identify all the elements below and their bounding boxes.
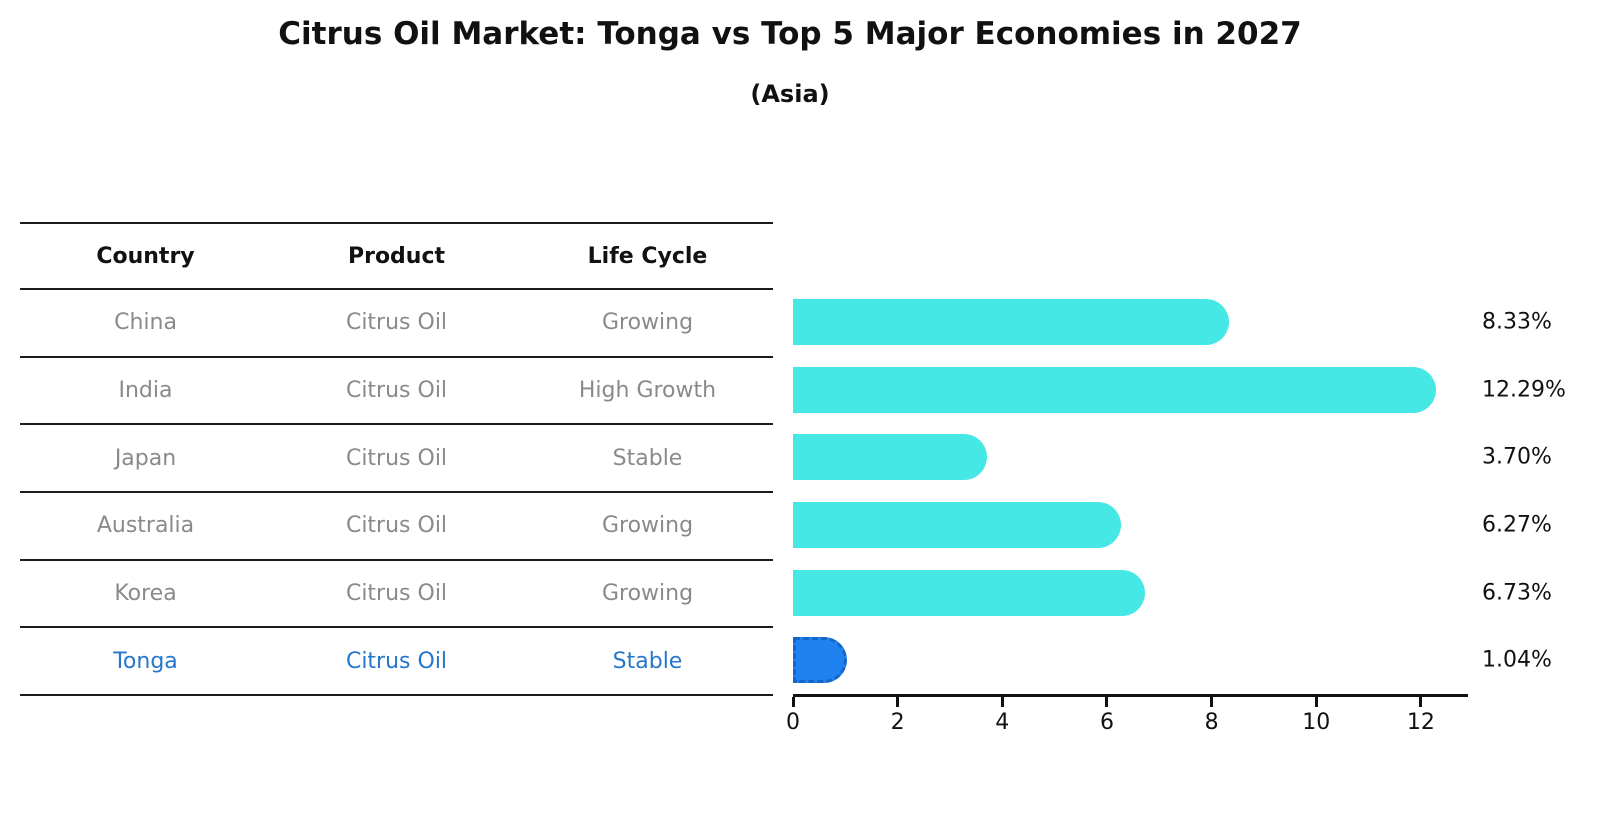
page-subtitle: (Asia): [750, 80, 830, 108]
bar-row-tonga: 1.04%: [793, 626, 1552, 694]
cell-product: Citrus Oil: [345, 445, 448, 471]
x-tick-label: 10: [1302, 710, 1331, 736]
x-tick-mark: [1210, 697, 1214, 708]
table-row-korea: Korea Citrus Oil Growing: [20, 561, 773, 629]
bar-india: [793, 366, 1437, 413]
table-row-tonga: Tonga Citrus Oil Stable: [20, 628, 773, 697]
cell-country: Japan: [114, 445, 177, 471]
bar-row-japan: 3.70%: [793, 423, 1552, 491]
table-row-china: China Citrus Oil Growing: [20, 290, 773, 358]
x-tick-mark: [1419, 697, 1423, 708]
cell-life-cycle: Growing: [601, 581, 694, 607]
cell-product: Citrus Oil: [345, 378, 448, 404]
cell-life-cycle: Stable: [612, 648, 683, 674]
plot-area: 8.33% 12.29% 3.70% 6.27% 6.73%: [793, 288, 1566, 698]
cell-life-cycle: Growing: [601, 513, 694, 539]
value-label-korea: 6.73%: [1482, 580, 1552, 606]
x-tick-label: 6: [1099, 710, 1114, 736]
bar-tonga-highlighted: [793, 637, 848, 684]
cell-country: Tonga: [113, 648, 178, 674]
cell-product: Citrus Oil: [345, 648, 448, 674]
x-axis-tick: 8: [1205, 697, 1219, 735]
cell-life-cycle: High Growth: [578, 378, 717, 404]
x-axis-tick: 10: [1302, 697, 1330, 735]
x-axis: 0 2 4 6 8 10 12: [786, 697, 1468, 749]
bar-korea: [793, 569, 1146, 616]
x-axis-tick: 12: [1407, 697, 1435, 735]
column-header-life-cycle: Life Cycle: [587, 243, 708, 269]
bar-row-india: 12.29%: [793, 356, 1566, 424]
bar-australia: [793, 501, 1122, 548]
cell-country: China: [114, 310, 177, 336]
x-tick-mark: [1314, 697, 1318, 708]
cell-product: Citrus Oil: [345, 581, 448, 607]
x-axis-tick: 2: [891, 697, 905, 735]
bar-japan: [793, 434, 987, 481]
x-tick-label: 12: [1406, 710, 1435, 736]
chart-header-spacer: [793, 222, 1468, 288]
x-axis-tick: 4: [995, 697, 1009, 735]
x-tick-label: 0: [786, 710, 800, 736]
cell-country: Australia: [96, 513, 195, 539]
value-label-china: 8.33%: [1482, 309, 1552, 335]
cell-product: Citrus Oil: [345, 513, 448, 539]
cell-life-cycle: Stable: [612, 445, 683, 471]
x-axis-tick: 0: [786, 697, 800, 735]
bar-china: [793, 298, 1229, 345]
cell-life-cycle: Growing: [601, 310, 694, 336]
bar-row-australia: 6.27%: [793, 491, 1552, 559]
table-row-india: India Citrus Oil High Growth: [20, 358, 773, 426]
x-tick-mark: [1000, 697, 1004, 708]
value-label-australia: 6.27%: [1482, 512, 1552, 538]
country-table: Country Product Life Cycle China Citrus …: [20, 222, 773, 749]
cell-product: Citrus Oil: [345, 310, 448, 336]
bar-chart: 8.33% 12.29% 3.70% 6.27% 6.73%: [786, 222, 1566, 749]
x-axis-tick: 6: [1100, 697, 1114, 735]
table-row-japan: Japan Citrus Oil Stable: [20, 425, 773, 494]
content-area: Country Product Life Cycle China Citrus …: [20, 222, 1566, 749]
page-title: Citrus Oil Market: Tonga vs Top 5 Major …: [278, 16, 1302, 52]
x-tick-mark: [1105, 697, 1109, 708]
column-header-product: Product: [347, 243, 446, 269]
bar-row-china: 8.33%: [793, 288, 1552, 356]
x-tick-label: 4: [995, 710, 1010, 736]
x-tick-label: 8: [1204, 710, 1219, 736]
table-row-australia: Australia Citrus Oil Growing: [20, 493, 773, 561]
value-label-japan: 3.70%: [1482, 444, 1552, 470]
cell-country: India: [118, 378, 173, 404]
cell-country: Korea: [114, 581, 177, 607]
table-header-row: Country Product Life Cycle: [20, 224, 773, 290]
bar-row-korea: 6.73%: [793, 559, 1552, 627]
value-label-india: 12.29%: [1482, 377, 1566, 403]
x-tick-label: 2: [890, 710, 905, 736]
column-header-country: Country: [96, 243, 195, 269]
value-label-tonga: 1.04%: [1482, 647, 1552, 673]
x-tick-mark: [896, 697, 900, 708]
x-tick-mark: [791, 697, 795, 708]
